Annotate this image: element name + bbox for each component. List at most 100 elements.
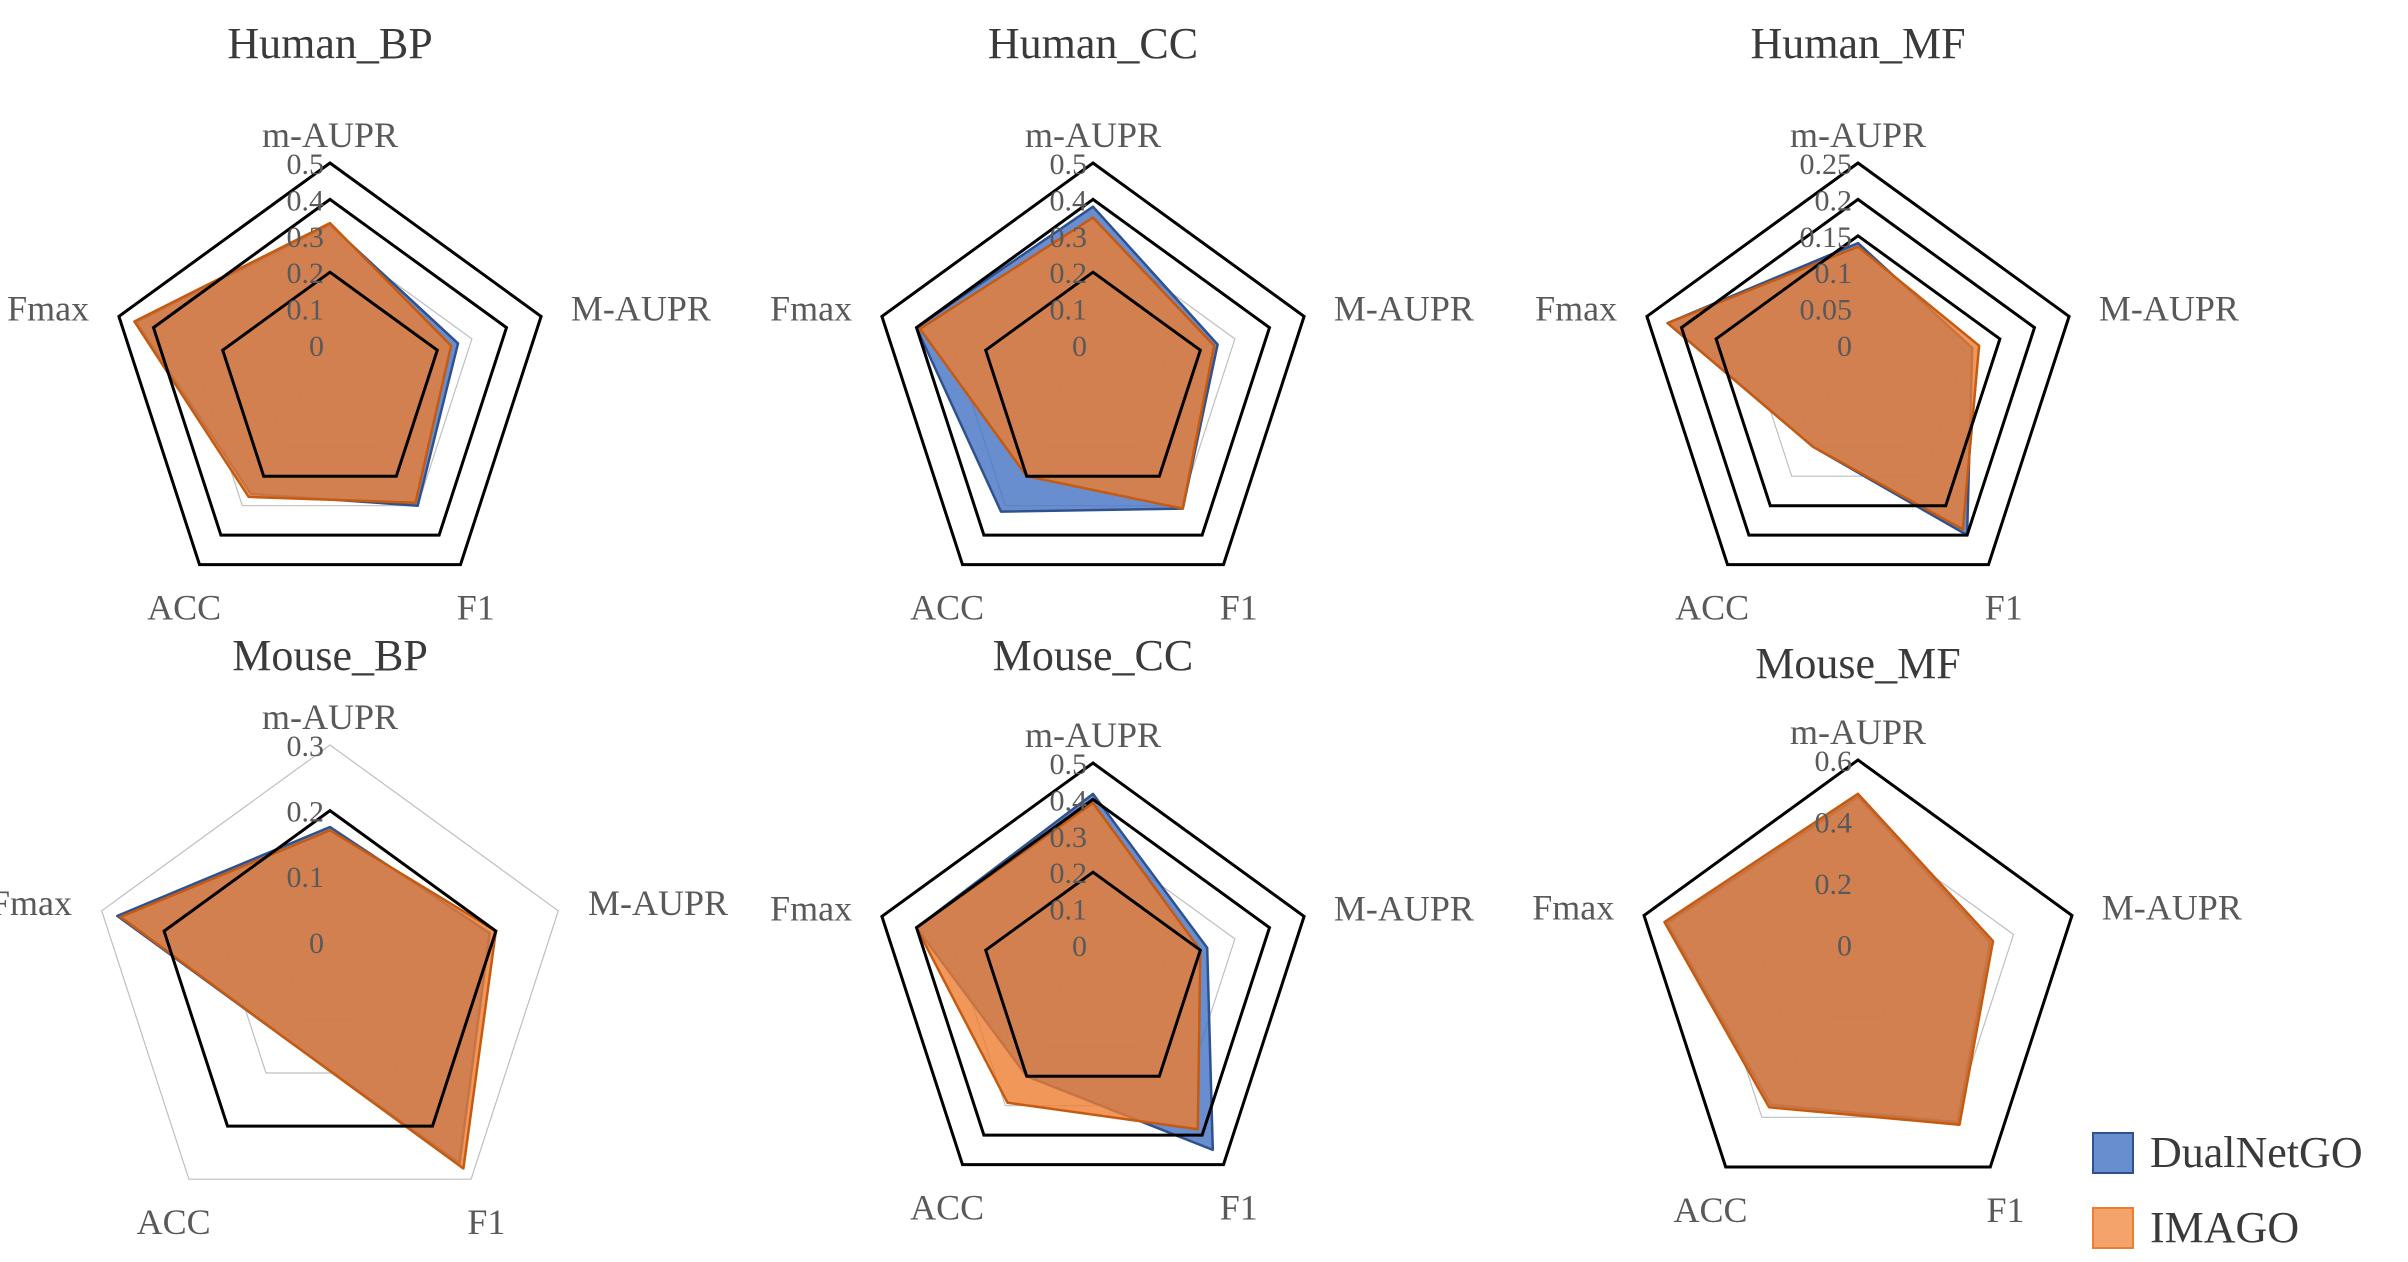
outer-ring-0-2 bbox=[983, 270, 1203, 478]
axis-label-m-aupr: M-AUPR bbox=[2102, 887, 2242, 927]
chart-title-human-mf: Human_MF bbox=[1750, 19, 1965, 68]
radar-chart-mouse-bp: Mouse_BP 0 0.1 0.2 0.3m-AUPR M-AUPR F1 ACC Fmax bbox=[0, 631, 728, 1242]
axis-label-m-aupr: m-AUPR bbox=[1790, 115, 1926, 155]
axis-label-f1: F1 bbox=[1986, 1190, 2024, 1230]
axis-label-acc: ACC bbox=[1673, 1190, 1747, 1230]
legend-swatch-dualnetgo bbox=[2092, 1132, 2134, 1174]
radar-chart-human-cc: Human_CC 00.1 0.20.3 0.40.5m-AUPR M-AUPR F1 AC… bbox=[770, 19, 1474, 628]
tick-label-0: 0 bbox=[1837, 930, 1852, 963]
axis-label-fmax: Fmax bbox=[1532, 887, 1614, 927]
tick-label-0: 0 bbox=[1837, 330, 1852, 363]
outer-ring-0-15 bbox=[1714, 233, 2002, 508]
axis-label-f1: F1 bbox=[1220, 588, 1258, 628]
outer-ring-0-25 bbox=[1645, 161, 2071, 567]
outer-ring-0-5 bbox=[880, 161, 1306, 567]
chart-title-mouse-bp: Mouse_BP bbox=[232, 631, 428, 680]
series-area-imago bbox=[1663, 792, 1995, 1126]
tick-label-0-1: 0.1 bbox=[287, 294, 325, 327]
axis-label-fmax: Fmax bbox=[770, 288, 852, 328]
tick-label-0-2: 0.2 bbox=[287, 257, 325, 290]
tick-label-0-3: 0.3 bbox=[1050, 821, 1088, 854]
tick-label-0-4: 0.4 bbox=[1050, 184, 1088, 217]
tick-label-0-3: 0.3 bbox=[287, 730, 325, 763]
axis-label-fmax: Fmax bbox=[0, 883, 72, 923]
axis-label-m-aupr: M-AUPR bbox=[1334, 288, 1474, 328]
outer-ring-0-6 bbox=[1642, 758, 2074, 1169]
tick-label-0-5: 0.5 bbox=[1050, 148, 1088, 181]
legend: DualNetGO IMAGO bbox=[2092, 1128, 2363, 1252]
legend-swatch-imago bbox=[2092, 1207, 2134, 1249]
outer-ring-0-4 bbox=[151, 197, 509, 537]
chart-title-mouse-mf: Mouse_MF bbox=[1755, 639, 1960, 688]
axis-label-m-aupr: m-AUPR bbox=[1025, 715, 1161, 755]
radar-chart-mouse-cc: Mouse_CC 00.1 0.20.3 0.40.5m-AUPR M-AUPR F1 AC… bbox=[770, 631, 1474, 1228]
axis-label-f1: F1 bbox=[467, 1202, 505, 1242]
axis-label-f1: F1 bbox=[1220, 1188, 1258, 1228]
tick-label-0-4: 0.4 bbox=[1815, 807, 1853, 840]
tick-label-0: 0 bbox=[309, 927, 324, 960]
tick-label-0-2: 0.2 bbox=[1815, 868, 1853, 901]
axis-label-fmax: Fmax bbox=[1535, 288, 1617, 328]
tick-label-0-2: 0.2 bbox=[1050, 857, 1088, 890]
outer-ring-0-2 bbox=[162, 808, 498, 1128]
axis-label-acc: ACC bbox=[1675, 588, 1749, 628]
axis-label-m-aupr: M-AUPR bbox=[571, 288, 711, 328]
tick-label-0-5: 0.5 bbox=[1050, 748, 1088, 781]
axis-label-f1: F1 bbox=[457, 588, 495, 628]
tick-label-0-2: 0.2 bbox=[1050, 257, 1088, 290]
tick-label-0: 0 bbox=[1072, 330, 1087, 363]
radar-chart-human-mf: Human_MF 00.05 0.10.15 0.20.25m-AUPR M-AUPR F… bbox=[1535, 19, 2239, 628]
tick-label-0-2: 0.2 bbox=[287, 796, 325, 829]
grid-ring-0-3 bbox=[100, 744, 560, 1180]
axis-label-m-aupr: m-AUPR bbox=[262, 697, 398, 737]
legend-item-dualnetgo: DualNetGO bbox=[2092, 1128, 2363, 1177]
series-area-imago bbox=[119, 829, 498, 1170]
chart-title-mouse-cc: Mouse_CC bbox=[993, 631, 1193, 680]
tick-label-0-1: 0.1 bbox=[1050, 294, 1088, 327]
tick-label-0-1: 0.1 bbox=[287, 861, 325, 894]
outer-ring-0-4 bbox=[914, 197, 1272, 537]
tick-label-0-3: 0.3 bbox=[1050, 221, 1088, 254]
outer-ring-0-4 bbox=[914, 797, 1272, 1137]
chart-title-human-cc: Human_CC bbox=[988, 19, 1198, 68]
outer-ring-0-2 bbox=[1679, 197, 2037, 537]
tick-label-0-4: 0.4 bbox=[287, 184, 325, 217]
axis-label-m-aupr: m-AUPR bbox=[262, 115, 398, 155]
legend-item-imago: IMAGO bbox=[2092, 1203, 2299, 1252]
series-area-imago bbox=[133, 221, 453, 504]
tick-label-0-6: 0.6 bbox=[1815, 745, 1853, 778]
legend-label-dualnetgo: DualNetGO bbox=[2150, 1128, 2363, 1177]
tick-label-0-4: 0.4 bbox=[1050, 784, 1088, 817]
legend-label-imago: IMAGO bbox=[2150, 1203, 2299, 1252]
axis-label-fmax: Fmax bbox=[770, 888, 852, 928]
axis-label-f1: F1 bbox=[1985, 588, 2023, 628]
tick-label-0-3: 0.3 bbox=[287, 221, 325, 254]
axis-label-acc: ACC bbox=[910, 588, 984, 628]
axis-label-acc: ACC bbox=[910, 1188, 984, 1228]
axis-label-m-aupr: M-AUPR bbox=[588, 883, 728, 923]
tick-label-0: 0 bbox=[309, 330, 324, 363]
outer-ring-0-5 bbox=[880, 761, 1306, 1167]
series-area-imago bbox=[918, 216, 1216, 510]
axis-label-m-aupr: m-AUPR bbox=[1790, 712, 1926, 752]
axis-label-m-aupr: M-AUPR bbox=[2099, 288, 2239, 328]
chart-title-human-bp: Human_BP bbox=[227, 19, 432, 68]
outer-ring-0-5 bbox=[117, 161, 543, 567]
tick-label-0-2: 0.2 bbox=[1815, 184, 1853, 217]
axis-label-fmax: Fmax bbox=[7, 288, 89, 328]
axis-label-acc: ACC bbox=[147, 588, 221, 628]
axis-label-acc: ACC bbox=[137, 1202, 211, 1242]
tick-label-0-05: 0.05 bbox=[1800, 294, 1853, 327]
tick-label-0-25: 0.25 bbox=[1800, 148, 1853, 181]
radar-chart-mouse-mf: Mouse_MF 0 0.2 0.4 0.6m-AUPR M-AUPR F1 ACC Fmax bbox=[1532, 639, 2242, 1230]
radar-chart-human-bp: Human_BP 00.1 0.20.3 0.40.5m-AUPR M-AUPR F1 AC… bbox=[7, 19, 711, 628]
tick-label-0-1: 0.1 bbox=[1050, 894, 1088, 927]
outer-ring-0-2 bbox=[983, 870, 1203, 1078]
tick-label-0-15: 0.15 bbox=[1800, 221, 1853, 254]
outer-ring-0-2 bbox=[220, 270, 440, 478]
axis-label-m-aupr: m-AUPR bbox=[1025, 115, 1161, 155]
tick-label-0: 0 bbox=[1072, 930, 1087, 963]
tick-label-0-1: 0.1 bbox=[1815, 257, 1853, 290]
axis-label-m-aupr: M-AUPR bbox=[1334, 888, 1474, 928]
